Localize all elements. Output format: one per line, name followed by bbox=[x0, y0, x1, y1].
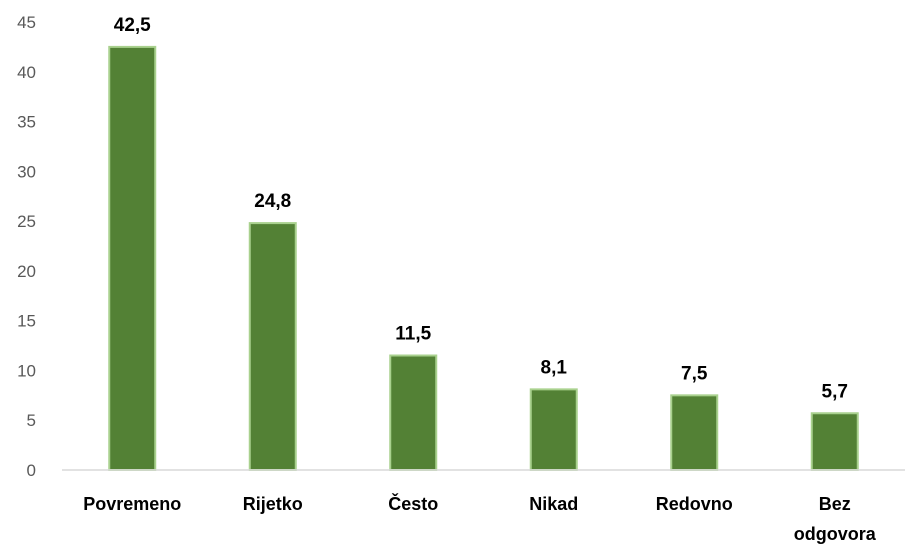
y-tick-label: 10 bbox=[17, 361, 36, 380]
y-tick-label: 45 bbox=[17, 13, 36, 32]
data-label: 11,5 bbox=[395, 324, 431, 345]
category-label: Povremeno bbox=[83, 494, 181, 514]
y-tick-label: 25 bbox=[17, 212, 36, 231]
category-label: Bez odgovora bbox=[794, 494, 877, 544]
bar bbox=[529, 388, 578, 471]
category-label-line: odgovora bbox=[794, 524, 877, 544]
category-label-line: Bez bbox=[819, 494, 851, 514]
category-labels-group: Povremeno Rijetko Često Nikad Redovno Bez odgo… bbox=[83, 493, 877, 544]
bar bbox=[810, 412, 859, 471]
bar bbox=[108, 45, 157, 472]
y-tick-label: 5 bbox=[27, 411, 36, 430]
y-axis-ticks: 0 5 10 15 20 25 30 35 40 45 bbox=[17, 13, 36, 480]
category-label: Često bbox=[388, 493, 438, 514]
bars-group bbox=[108, 45, 859, 472]
bar bbox=[389, 354, 438, 471]
y-tick-label: 0 bbox=[27, 461, 36, 480]
data-label: 8,1 bbox=[541, 357, 568, 378]
data-labels-group: 42,5 24,8 11,5 8,1 7,5 5,7 bbox=[114, 15, 848, 402]
category-label: Redovno bbox=[656, 494, 733, 514]
category-label: Rijetko bbox=[243, 494, 303, 514]
y-tick-label: 15 bbox=[17, 312, 36, 331]
data-label: 42,5 bbox=[114, 15, 151, 36]
y-tick-label: 40 bbox=[17, 63, 36, 82]
y-tick-label: 35 bbox=[17, 113, 36, 132]
data-label: 7,5 bbox=[681, 363, 708, 384]
y-tick-label: 30 bbox=[17, 162, 36, 181]
bar bbox=[248, 222, 297, 471]
data-label: 5,7 bbox=[822, 381, 848, 402]
category-label: Nikad bbox=[529, 494, 578, 514]
y-tick-label: 20 bbox=[17, 262, 36, 281]
bar bbox=[670, 394, 719, 472]
data-label: 24,8 bbox=[254, 191, 291, 212]
